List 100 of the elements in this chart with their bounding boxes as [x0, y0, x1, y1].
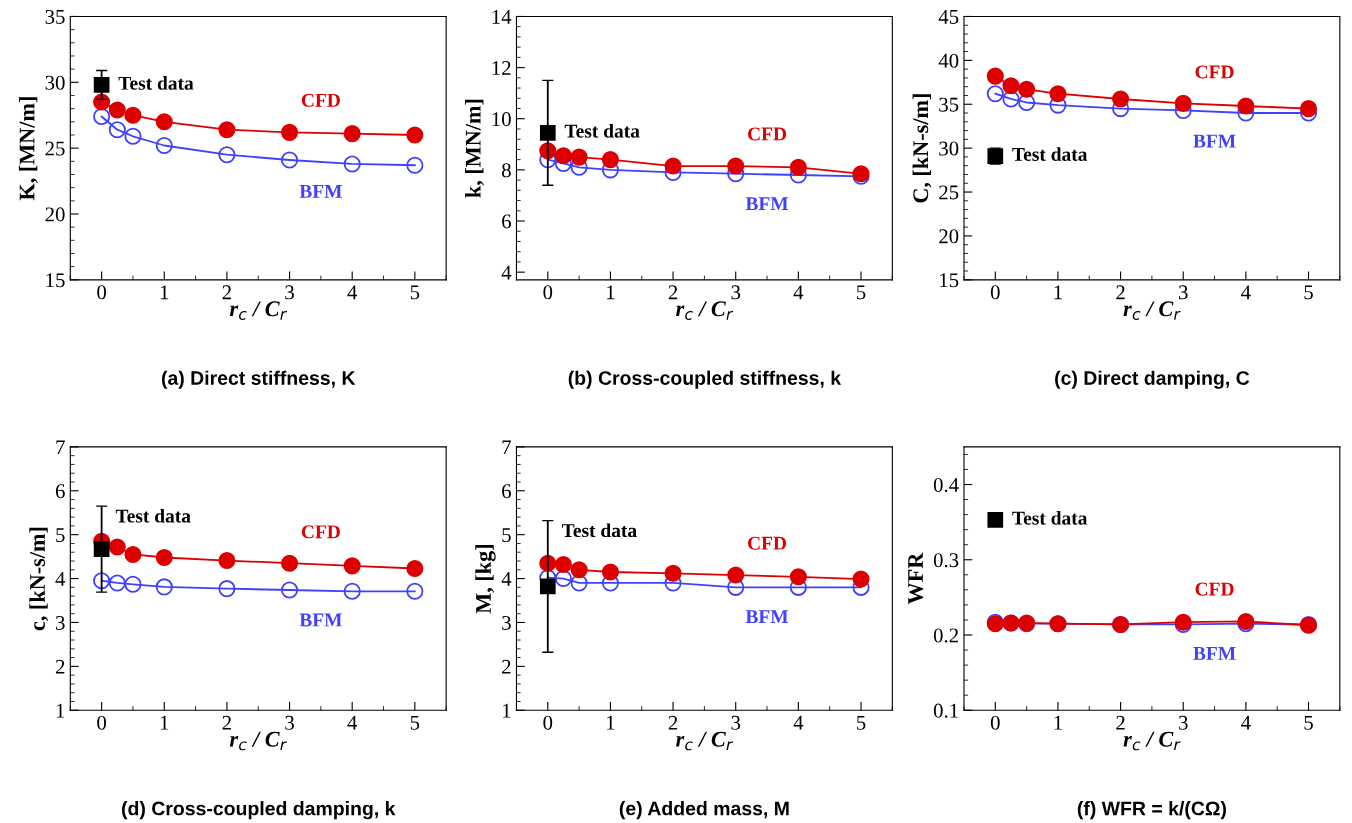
y-tick-label: 30	[45, 75, 65, 90]
series-label: BFM	[299, 184, 342, 198]
text: (c) Direct damping, C	[1055, 370, 1250, 389]
y-tick-label: 6	[502, 214, 511, 229]
x-tick-label: 4	[347, 285, 358, 300]
x-tick-label: 0	[97, 285, 107, 300]
y-tick-label: 7	[56, 440, 65, 455]
x-tick-label: 4	[1241, 285, 1251, 300]
y-tick-label: 0.1	[933, 703, 958, 718]
x-tick-label: 0	[543, 285, 553, 300]
x-axis-title: r$_{c}$ / C$_{r}$	[1123, 731, 1181, 751]
x-tick-label: 1	[160, 285, 169, 300]
series-label: Test data	[1012, 147, 1088, 161]
x-tick-label: 3	[731, 715, 741, 730]
y-tick-label: 2	[502, 659, 511, 674]
series-label: CFD	[301, 93, 340, 107]
series-label: BFM	[1193, 647, 1236, 660]
y-tick-label: 15	[940, 273, 959, 288]
x-tick-label: 2	[222, 285, 231, 300]
text: (f) WFR = k/(CΩ)	[1077, 801, 1226, 820]
x-tick-label: 5	[410, 285, 420, 300]
y-tick-label: 35	[939, 97, 959, 112]
y-axis-title: WFR	[908, 552, 924, 605]
y-tick-label: 14	[492, 9, 512, 24]
text: (b) Cross-coupled stiffness, k	[568, 370, 842, 389]
x-tick-label: 4	[1241, 715, 1251, 730]
series-label: Test data	[115, 508, 191, 523]
x-tick-label: 1	[1054, 285, 1062, 300]
y-tick-label: 5	[502, 528, 511, 543]
x-tick-label: 5	[857, 715, 866, 730]
x-tick-label: 1	[160, 715, 169, 730]
y-tick-label: 35	[45, 9, 65, 24]
x-tick-label: 2	[668, 285, 678, 300]
y-tick-label: 25	[45, 141, 65, 156]
y-tick-label: 1	[503, 703, 511, 718]
x-tick-label: 2	[668, 715, 678, 730]
y-axis-title: K, [MN/m]	[18, 97, 38, 201]
y-tick-label: 10	[492, 112, 511, 127]
x-tick-label: 4	[793, 285, 804, 300]
text: (e) Added mass, M	[619, 801, 789, 820]
y-tick-label: 6	[55, 484, 65, 499]
series-label: BFM	[745, 610, 789, 624]
y-tick-label: 20	[939, 229, 959, 244]
y-axis-title: c, [kN-s/m]	[29, 527, 49, 631]
x-tick-label: 0	[990, 285, 1000, 300]
x-tick-label: 2	[1116, 715, 1125, 730]
y-tick-label: 5	[56, 528, 65, 543]
text: (d) Cross-coupled damping, k	[122, 801, 396, 820]
y-tick-label: 0.4	[933, 477, 959, 493]
series-label: BFM	[745, 197, 789, 211]
y-tick-label: 1	[56, 703, 65, 718]
y-axis-title: k, [MN/m]	[465, 99, 484, 198]
series-label: BFM	[1193, 134, 1236, 148]
y-tick-label: 30	[939, 141, 959, 156]
series-label: BFM	[299, 613, 342, 627]
text: Test data	[561, 523, 637, 538]
series-label: CFD	[748, 127, 787, 141]
x-axis-title: r$_{c}$ / C$_{r}$	[676, 731, 734, 751]
x-axis-title: r$_{c}$ / C$_{r}$	[229, 301, 287, 320]
y-tick-label: 12	[492, 61, 511, 75]
series-label: Test data	[1012, 511, 1088, 525]
y-tick-label: 3	[502, 615, 511, 630]
y-tick-label: 4	[501, 265, 512, 280]
x-tick-label: 0	[543, 715, 553, 730]
x-tick-label: 3	[1179, 285, 1188, 300]
series-label: Test data	[118, 76, 194, 90]
y-tick-label: 8	[501, 163, 511, 178]
x-tick-label: 3	[285, 715, 294, 730]
x-tick-label: 2	[1116, 285, 1125, 300]
series-label: CFD	[301, 525, 340, 539]
y-tick-label: 4	[501, 572, 512, 586]
y-tick-label: 4	[55, 572, 66, 586]
x-tick-label: 5	[857, 285, 866, 300]
y-tick-label: 3	[56, 615, 65, 630]
x-tick-label: 3	[731, 285, 741, 300]
text: (a) Direct stiffness, K	[161, 370, 356, 389]
x-tick-label: 4	[793, 715, 804, 730]
y-tick-label: 25	[939, 185, 959, 200]
x-axis-title: r$_{c}$ / C$_{r}$	[676, 301, 734, 320]
x-axis-title: r$_{c}$ / C$_{r}$	[229, 731, 287, 751]
y-tick-label: 6	[502, 484, 511, 499]
x-tick-label: 3	[285, 285, 294, 300]
x-tick-label: 5	[1304, 285, 1313, 300]
y-tick-label: 15	[46, 273, 65, 288]
y-tick-label: 7	[502, 440, 511, 455]
x-tick-label: 4	[347, 715, 358, 730]
x-tick-label: 5	[410, 715, 420, 730]
y-tick-label: 2	[55, 659, 65, 674]
y-tick-label: 0.2	[933, 628, 958, 643]
x-tick-label: 1	[1054, 715, 1062, 730]
y-axis-title: M, [kg]	[475, 545, 496, 614]
x-tick-label: 0	[990, 715, 1000, 730]
x-tick-label: 1	[607, 285, 615, 300]
x-tick-label: 3	[1179, 715, 1188, 730]
series-label: CFD	[748, 536, 787, 550]
y-tick-label: 40	[938, 53, 959, 68]
x-tick-label: 1	[607, 715, 615, 730]
x-tick-label: 2	[222, 715, 231, 730]
y-tick-label: 0.3	[933, 553, 959, 568]
series-label: CFD	[1195, 65, 1234, 79]
